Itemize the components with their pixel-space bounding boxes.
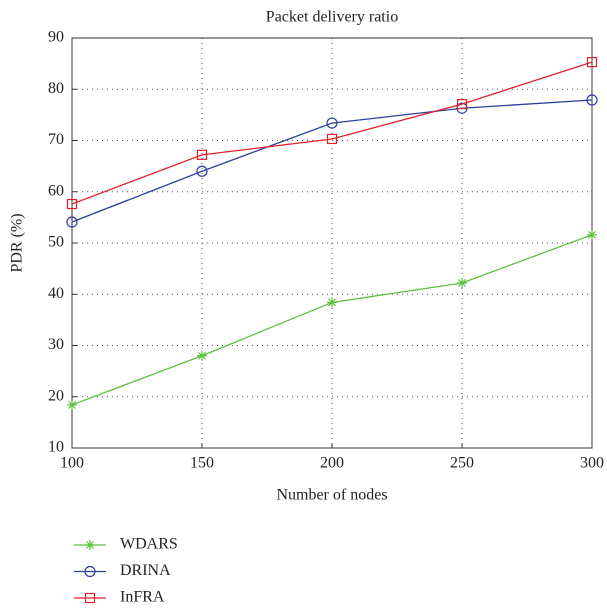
legend-label: WDARS <box>120 536 178 553</box>
y-tick-label: 40 <box>48 285 64 302</box>
marker <box>586 56 598 68</box>
marker <box>456 99 468 110</box>
y-axis-label: PDR (%) <box>9 213 26 272</box>
marker <box>84 565 96 578</box>
y-tick-label: 20 <box>48 387 64 404</box>
x-axis-label: Number of nodes <box>276 487 387 504</box>
x-tick-label: 100 <box>60 455 84 472</box>
series-line <box>71 99 593 223</box>
marker <box>67 399 77 410</box>
marker <box>326 117 338 129</box>
legend-label: DRINA <box>120 562 171 579</box>
marker <box>85 540 95 550</box>
y-tick-label: 30 <box>48 336 64 353</box>
series-line <box>71 234 593 406</box>
x-tick-label: 300 <box>580 455 604 472</box>
x-tick-label: 200 <box>320 455 344 472</box>
y-tick-label: 50 <box>48 234 64 251</box>
marker <box>66 198 78 210</box>
marker <box>586 94 598 106</box>
plot-frame <box>71 37 593 449</box>
y-tick-label: 90 <box>48 29 64 46</box>
marker <box>66 216 78 228</box>
marker <box>196 149 208 160</box>
marker <box>197 350 207 361</box>
marker <box>457 277 467 288</box>
marker <box>196 165 208 177</box>
marker <box>327 297 337 308</box>
y-tick-label: 70 <box>48 131 64 148</box>
series-line <box>71 61 593 205</box>
legend-label: InFRA <box>120 589 165 606</box>
y-tick-label: 80 <box>48 80 64 97</box>
x-tick-label: 250 <box>450 455 474 472</box>
chart-title: Packet delivery ratio <box>266 9 398 26</box>
y-tick-label: 60 <box>48 182 64 199</box>
marker <box>587 229 597 240</box>
x-tick-label: 150 <box>190 455 214 472</box>
y-tick-label: 10 <box>48 439 64 456</box>
marker <box>84 592 96 604</box>
marker <box>326 133 338 145</box>
